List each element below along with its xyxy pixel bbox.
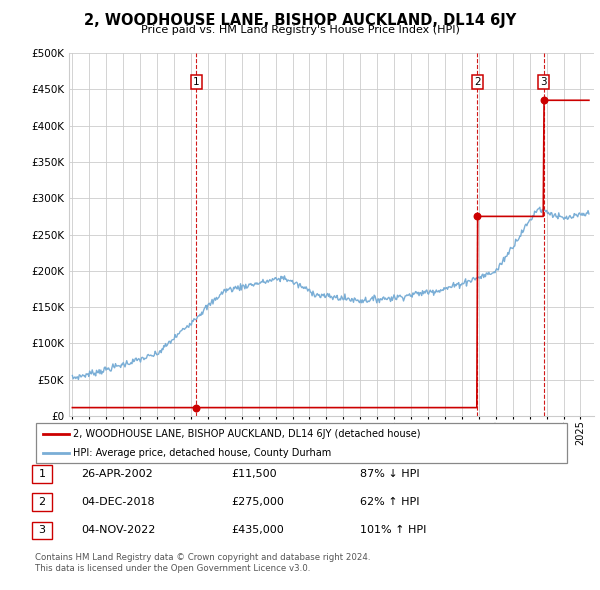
Text: 3: 3 xyxy=(38,526,46,535)
Text: 2, WOODHOUSE LANE, BISHOP AUCKLAND, DL14 6JY: 2, WOODHOUSE LANE, BISHOP AUCKLAND, DL14… xyxy=(84,13,516,28)
Text: £11,500: £11,500 xyxy=(231,469,277,478)
Text: 04-DEC-2018: 04-DEC-2018 xyxy=(81,497,155,507)
Text: Price paid vs. HM Land Registry's House Price Index (HPI): Price paid vs. HM Land Registry's House … xyxy=(140,25,460,35)
Text: 2: 2 xyxy=(38,497,46,507)
Text: 1: 1 xyxy=(38,469,46,478)
Text: Contains HM Land Registry data © Crown copyright and database right 2024.
This d: Contains HM Land Registry data © Crown c… xyxy=(35,553,370,573)
Text: 87% ↓ HPI: 87% ↓ HPI xyxy=(360,469,419,478)
Point xyxy=(473,212,482,221)
Text: 2: 2 xyxy=(474,77,481,87)
Text: 3: 3 xyxy=(541,77,547,87)
Text: 62% ↑ HPI: 62% ↑ HPI xyxy=(360,497,419,507)
Text: 26-APR-2002: 26-APR-2002 xyxy=(81,469,153,478)
Point xyxy=(191,403,201,412)
Text: 04-NOV-2022: 04-NOV-2022 xyxy=(81,526,155,535)
Text: 101% ↑ HPI: 101% ↑ HPI xyxy=(360,526,427,535)
Text: HPI: Average price, detached house, County Durham: HPI: Average price, detached house, Coun… xyxy=(73,448,331,457)
Text: £435,000: £435,000 xyxy=(231,526,284,535)
Text: 1: 1 xyxy=(193,77,200,87)
Point xyxy=(539,96,548,105)
Text: 2, WOODHOUSE LANE, BISHOP AUCKLAND, DL14 6JY (detached house): 2, WOODHOUSE LANE, BISHOP AUCKLAND, DL14… xyxy=(73,429,421,438)
Text: £275,000: £275,000 xyxy=(231,497,284,507)
